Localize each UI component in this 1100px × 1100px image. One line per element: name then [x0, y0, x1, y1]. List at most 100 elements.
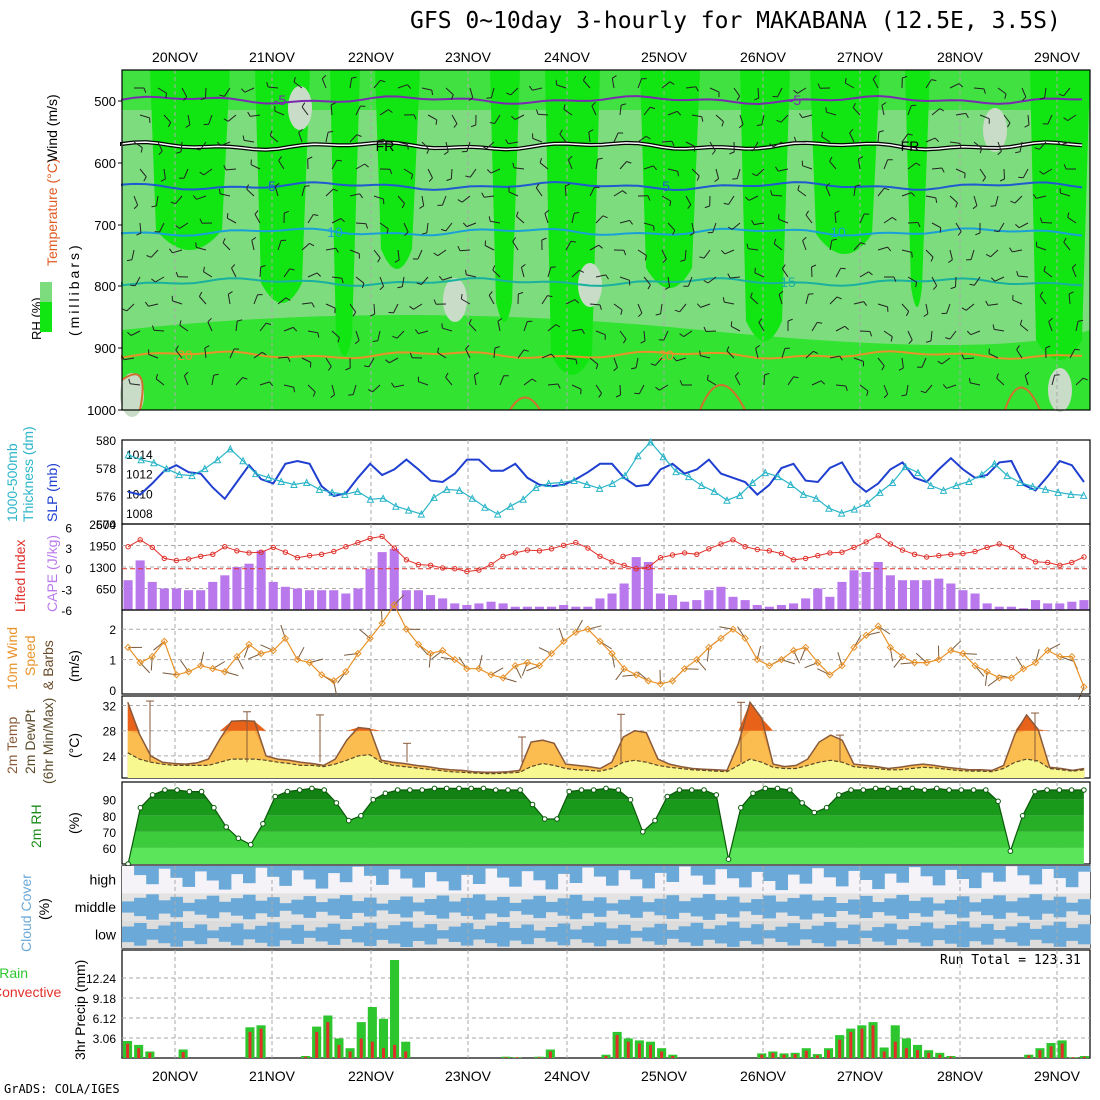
wind-barb: [839, 355, 843, 361]
rh-point: [615, 787, 622, 793]
cloud-cell: [702, 928, 716, 940]
rh-moist-region: [1030, 70, 1090, 360]
wind-barb: [1021, 87, 1027, 98]
wind-speed-point: [789, 646, 798, 655]
wind-barb: [1048, 321, 1053, 332]
wind-barb: [307, 330, 318, 334]
wind-barb: [925, 79, 932, 89]
wind-barb: [726, 346, 730, 352]
wind-barb: [355, 276, 365, 284]
slp-point: [392, 502, 400, 510]
wind-speed-point: [838, 661, 846, 670]
wind-barb: [155, 195, 159, 206]
lifted-index-point: [730, 537, 736, 543]
wind-barb: [594, 186, 600, 189]
wind-barb: [379, 276, 385, 287]
wind-barb: [720, 249, 726, 255]
wind-speed-point: [693, 655, 701, 664]
wind-barb: [133, 195, 139, 206]
wind-barb: [1051, 375, 1056, 386]
wind-barb: [571, 213, 575, 224]
wind-barb: [591, 105, 597, 116]
wind-barb: [397, 249, 400, 260]
slp-point: [506, 502, 515, 510]
wind-barb: [941, 167, 945, 173]
cloud-cell: [206, 930, 220, 939]
wind-barb: [988, 303, 999, 306]
wind-barb: [443, 151, 449, 156]
rh-point: [505, 787, 511, 793]
wind-barb: [386, 228, 389, 234]
dewpt-line: [127, 752, 1085, 775]
wind-barb: [1015, 151, 1021, 154]
wind-barb: [175, 349, 183, 359]
wind-barb: [508, 141, 519, 145]
wind-barb: [877, 357, 885, 367]
cape-bar: [353, 588, 363, 610]
cape-bar: [474, 603, 484, 610]
wind-barb: [907, 105, 912, 116]
cloud-cell: [472, 929, 486, 940]
slp-point: [519, 495, 528, 503]
wind-barb: [240, 88, 246, 93]
cape-bar: [897, 580, 907, 610]
wind-barb: [293, 81, 303, 89]
wind-barb: [907, 330, 913, 341]
cloud-cell: [388, 925, 401, 944]
wind-barb: [254, 214, 261, 224]
cloud-cell: [739, 866, 752, 888]
rh-point: [358, 813, 364, 819]
cape-bar: [801, 598, 811, 610]
cloud-cell: [606, 866, 619, 886]
precip-convective-bar: [1082, 1056, 1086, 1058]
rh-point: [345, 817, 352, 824]
wind-barb: [528, 85, 533, 91]
wind-barb: [325, 303, 336, 309]
cape-bar: [220, 575, 230, 610]
cloud-cell: [787, 898, 801, 916]
lifted-index-point: [742, 544, 748, 550]
lifted-index-point: [500, 553, 506, 559]
temp-area-hot: [127, 702, 1085, 731]
cape-bar: [559, 605, 569, 610]
wind-barb: [541, 295, 548, 305]
precip-total-bar: [390, 960, 400, 1058]
wind-barb: [332, 188, 338, 192]
cape-bar: [280, 586, 290, 610]
cloud-cell: [388, 900, 401, 914]
rh-point: [284, 788, 291, 795]
cloud-cell: [400, 921, 413, 947]
cloud-cell: [908, 926, 922, 943]
slp-line: [128, 441, 1084, 515]
wind-barb: [325, 132, 329, 143]
wind-barb: [437, 352, 447, 359]
wind-barb: [139, 114, 150, 119]
wind-barb: [523, 349, 529, 352]
wind-barb: [462, 222, 468, 227]
lifted-index-point: [1045, 559, 1051, 566]
slp-point: [188, 471, 196, 480]
wind-barb: [811, 380, 822, 386]
lifted-index-point: [222, 544, 228, 550]
wind-barb: [385, 359, 390, 364]
precip-convective-bar: [882, 1051, 886, 1058]
wind-barb: [637, 303, 643, 314]
wind-barb: [379, 222, 389, 230]
wind-barb: [808, 293, 814, 295]
slp-point: [417, 509, 426, 518]
cloud-cell: [702, 894, 716, 920]
wind-barb: [829, 160, 837, 170]
wind-barb: [982, 177, 987, 182]
wind-barb: [705, 330, 717, 332]
wind-barb: [1034, 147, 1040, 150]
cloud-cell: [146, 866, 159, 885]
slp-point: [876, 488, 884, 496]
wind-speed-point: [1080, 683, 1088, 691]
wind-barb: [715, 114, 724, 122]
wind-barb: [469, 168, 477, 178]
wind-barb: [266, 81, 269, 88]
wind-barb: [227, 217, 237, 224]
cloud-cell: [872, 927, 885, 942]
rh-point: [480, 785, 487, 792]
lifted-index-point: [754, 546, 760, 553]
